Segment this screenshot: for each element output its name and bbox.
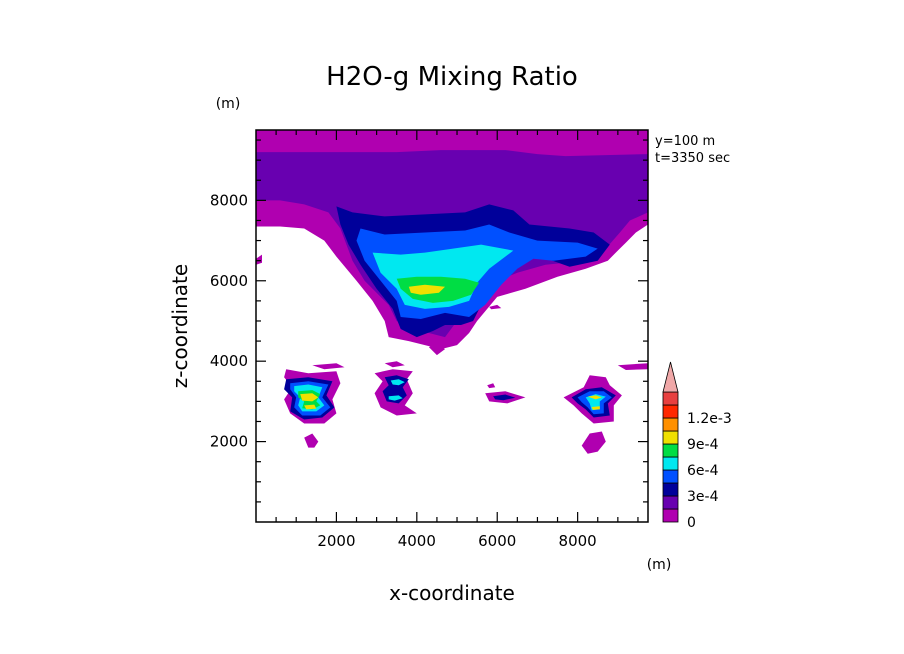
contour-region-level-7 — [300, 393, 319, 402]
contour-region-level-1 — [304, 433, 319, 448]
contour-region-level-5 — [390, 379, 405, 386]
info-line-y: y=100 m — [655, 134, 715, 149]
colorbar-swatch — [662, 456, 679, 471]
x-tick-label: 4000 — [398, 532, 436, 550]
colorbar-swatch — [662, 430, 679, 445]
contour-fills — [256, 130, 648, 454]
colorbar-swatch — [662, 508, 679, 523]
y-tick-label: 8000 — [210, 191, 248, 209]
y-tick-label: 2000 — [210, 433, 248, 451]
colorbar-label: 9e-4 — [687, 437, 719, 453]
colorbar-swatch — [662, 443, 679, 458]
x-tick-label: 8000 — [559, 532, 597, 550]
colorbar-swatch — [662, 404, 679, 419]
chart-title: H2O-g Mixing Ratio — [326, 62, 578, 92]
colorbar-extend-arrow — [662, 361, 679, 393]
contour-region-level-1 — [428, 343, 445, 356]
y-unit-label: (m) — [216, 96, 241, 112]
contour-region-level-1 — [256, 254, 262, 265]
contour-region-level-1 — [312, 363, 345, 370]
plot-frame — [255, 129, 649, 523]
x-unit-label: (m) — [647, 557, 672, 573]
x-tick-label: 6000 — [478, 532, 516, 550]
contour-region-level-1 — [487, 383, 496, 389]
colorbar-swatch — [662, 469, 679, 484]
contour-region-level-1 — [617, 363, 648, 370]
contour-region-level-7 — [591, 406, 600, 410]
contour-region-level-3 — [493, 394, 516, 401]
colorbar-swatch — [662, 417, 679, 432]
y-axis: 2000 4000 6000 8000 — [210, 139, 648, 503]
x-axis-label: x-coordinate — [389, 581, 515, 605]
y-tick-label: 6000 — [210, 272, 248, 290]
colorbar-swatch — [662, 495, 679, 510]
contour-region-level-7 — [408, 284, 445, 295]
contour-region-level-7 — [587, 395, 602, 400]
colorbar-label: 1.2e-3 — [687, 411, 732, 427]
colorbar: 0 3e-4 6e-4 9e-4 1.2e-3 — [662, 361, 732, 531]
contour-region-level-1 — [384, 361, 405, 368]
contour-region-level-1 — [489, 304, 502, 310]
colorbar-label: 6e-4 — [687, 463, 719, 479]
contour-region-level-5 — [585, 394, 606, 411]
contour-region-level-1 — [581, 431, 606, 454]
info-line-t: t=3350 sec — [655, 151, 730, 166]
x-axis: 2000 4000 6000 8000 — [275, 130, 639, 550]
contour-region-level-7 — [304, 404, 317, 410]
colorbar-swatch — [662, 391, 679, 406]
contour-region-level-5 — [388, 395, 403, 401]
colorbar-label: 0 — [687, 515, 696, 531]
colorbar-label: 3e-4 — [687, 489, 719, 505]
colorbar-swatch — [662, 482, 679, 497]
y-axis-label: z-coordinate — [168, 264, 192, 388]
x-tick-label: 2000 — [317, 532, 355, 550]
y-tick-label: 4000 — [210, 352, 248, 370]
